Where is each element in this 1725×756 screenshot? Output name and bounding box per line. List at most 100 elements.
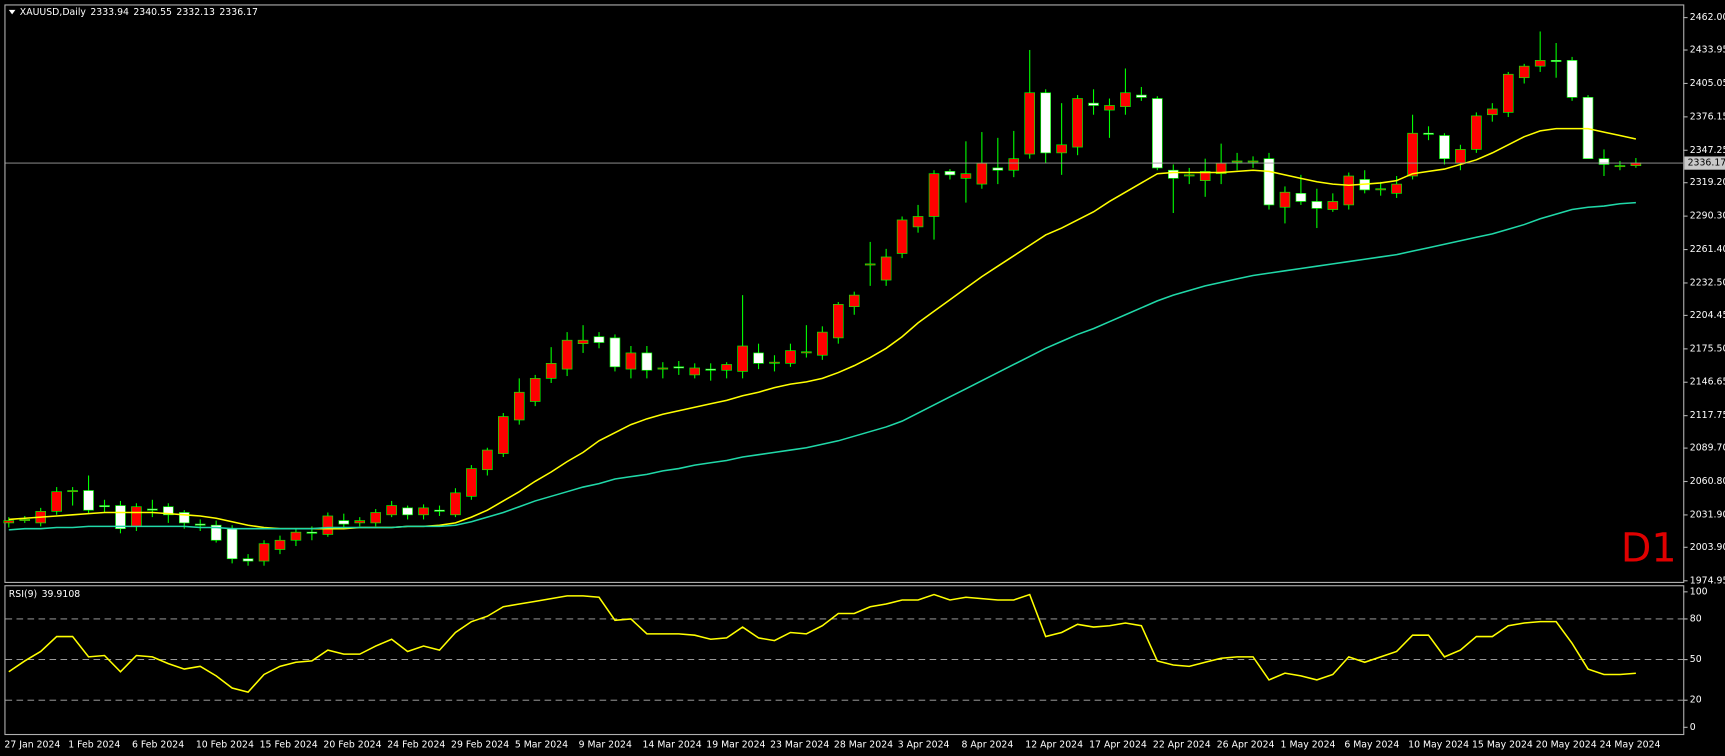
candle-body — [1056, 144, 1067, 154]
candle-body — [3, 520, 15, 524]
candle-body — [1247, 160, 1259, 163]
last-close: 2336.17 — [219, 7, 258, 18]
candle-body — [354, 520, 366, 524]
candle-body — [1598, 158, 1610, 165]
candle-body — [1327, 201, 1339, 210]
candle-body — [370, 512, 381, 524]
candle-body — [1502, 73, 1514, 113]
price-panel — [4, 4, 1685, 583]
y-tick-label: 2347.25 — [1690, 145, 1725, 156]
y-tick-label: 2031.90 — [1690, 509, 1725, 520]
candle-body — [1183, 174, 1195, 177]
candle-body — [210, 524, 222, 541]
candle-body — [338, 520, 350, 525]
candle-body — [785, 350, 796, 364]
candle-body — [194, 523, 206, 526]
candle-body — [1295, 193, 1307, 202]
candle-body — [657, 367, 669, 370]
candle-body — [19, 519, 31, 521]
candle-body — [1471, 115, 1482, 150]
candle-body — [322, 515, 334, 535]
timeframe-label: D1 — [1621, 525, 1677, 571]
candle-body — [1614, 165, 1626, 168]
candle-body — [131, 506, 142, 527]
candle-body — [705, 368, 716, 371]
y-tick-label: 2462.00 — [1690, 12, 1725, 23]
x-tick-label: 20 May 2024 — [1536, 739, 1597, 750]
candle-body — [1455, 149, 1466, 164]
x-tick-label: 10 May 2024 — [1408, 739, 1469, 750]
candle-body — [992, 167, 1004, 171]
candle-body — [689, 367, 701, 376]
rsi-title: RSI(9) 39.9108 — [9, 588, 80, 599]
price-label-box — [1684, 156, 1725, 170]
candle-body — [577, 339, 589, 345]
last-open: 2333.94 — [90, 7, 129, 18]
x-tick-label: 9 Mar 2024 — [579, 739, 632, 750]
x-tick-label: 27 Jan 2024 — [4, 739, 60, 750]
candle-body — [1487, 108, 1498, 116]
candle-body — [147, 508, 158, 511]
candle-body — [864, 263, 876, 266]
x-tick-label: 22 Apr 2024 — [1153, 739, 1211, 750]
candle-body — [1040, 92, 1051, 154]
candle-body — [51, 491, 62, 512]
candle-body — [83, 490, 94, 511]
y-tick-label: 2060.80 — [1690, 476, 1725, 487]
chart-title: XAUUSD,Daily 2333.94 2340.55 2332.13 2336.17 — [20, 7, 258, 18]
x-tick-label: 24 May 2024 — [1600, 739, 1661, 750]
x-tick-label: 14 Mar 2024 — [642, 739, 701, 750]
candle-body — [833, 304, 844, 339]
candle-body — [274, 539, 286, 550]
collapse-icon — [8, 9, 16, 15]
candle-body — [593, 336, 605, 343]
x-tick-label: 6 May 2024 — [1344, 739, 1399, 750]
candle-body — [1136, 94, 1147, 98]
candle-body — [1550, 60, 1562, 62]
y-tick-label: 1974.95 — [1690, 575, 1725, 586]
x-tick-label: 3 Apr 2024 — [898, 739, 950, 750]
symbol: XAUUSD,Daily — [20, 7, 87, 18]
x-tick-label: 17 Apr 2024 — [1089, 739, 1147, 750]
candle-body — [290, 531, 302, 541]
candle-body — [753, 352, 764, 364]
candle-body — [450, 492, 461, 516]
x-tick-label: 12 Apr 2024 — [1025, 739, 1083, 750]
candle-body — [1518, 65, 1530, 79]
moving-average — [8, 201, 1636, 531]
candle-body — [801, 351, 812, 354]
candle-body — [529, 378, 541, 402]
candle-body — [306, 531, 318, 534]
candle-body — [498, 416, 509, 454]
rsi-line — [8, 593, 1636, 693]
candle-body — [1391, 183, 1402, 194]
candle-body — [1168, 169, 1179, 179]
x-tick-label: 29 Feb 2024 — [451, 739, 509, 750]
y-tick-label: 2117.75 — [1690, 410, 1725, 421]
candle-body — [258, 543, 270, 562]
candle-body — [737, 345, 748, 372]
x-tick-label: 15 May 2024 — [1472, 739, 1533, 750]
candle-body — [115, 505, 126, 530]
candle-body — [928, 173, 940, 217]
last-low: 2332.13 — [176, 7, 215, 18]
x-tick-label: 5 Mar 2024 — [515, 739, 568, 750]
y-tick-label: 2261.40 — [1690, 244, 1725, 255]
candle-body — [1423, 132, 1434, 135]
candle-body — [67, 490, 78, 493]
candle-body — [848, 294, 860, 308]
candle-body — [545, 363, 557, 379]
candle-body — [609, 337, 621, 368]
y-tick-label: 100 — [1690, 586, 1708, 597]
y-tick-label: 2204.45 — [1690, 310, 1725, 321]
candle-body — [896, 219, 908, 254]
candle-body — [99, 505, 110, 508]
candle-body — [960, 173, 972, 179]
x-tick-label: 6 Feb 2024 — [132, 739, 184, 750]
y-tick-label: 2146.65 — [1690, 377, 1725, 388]
candle-body — [1104, 105, 1115, 111]
x-tick-label: 19 Mar 2024 — [706, 739, 765, 750]
candle-body — [1407, 132, 1418, 177]
candle-body — [561, 339, 573, 370]
